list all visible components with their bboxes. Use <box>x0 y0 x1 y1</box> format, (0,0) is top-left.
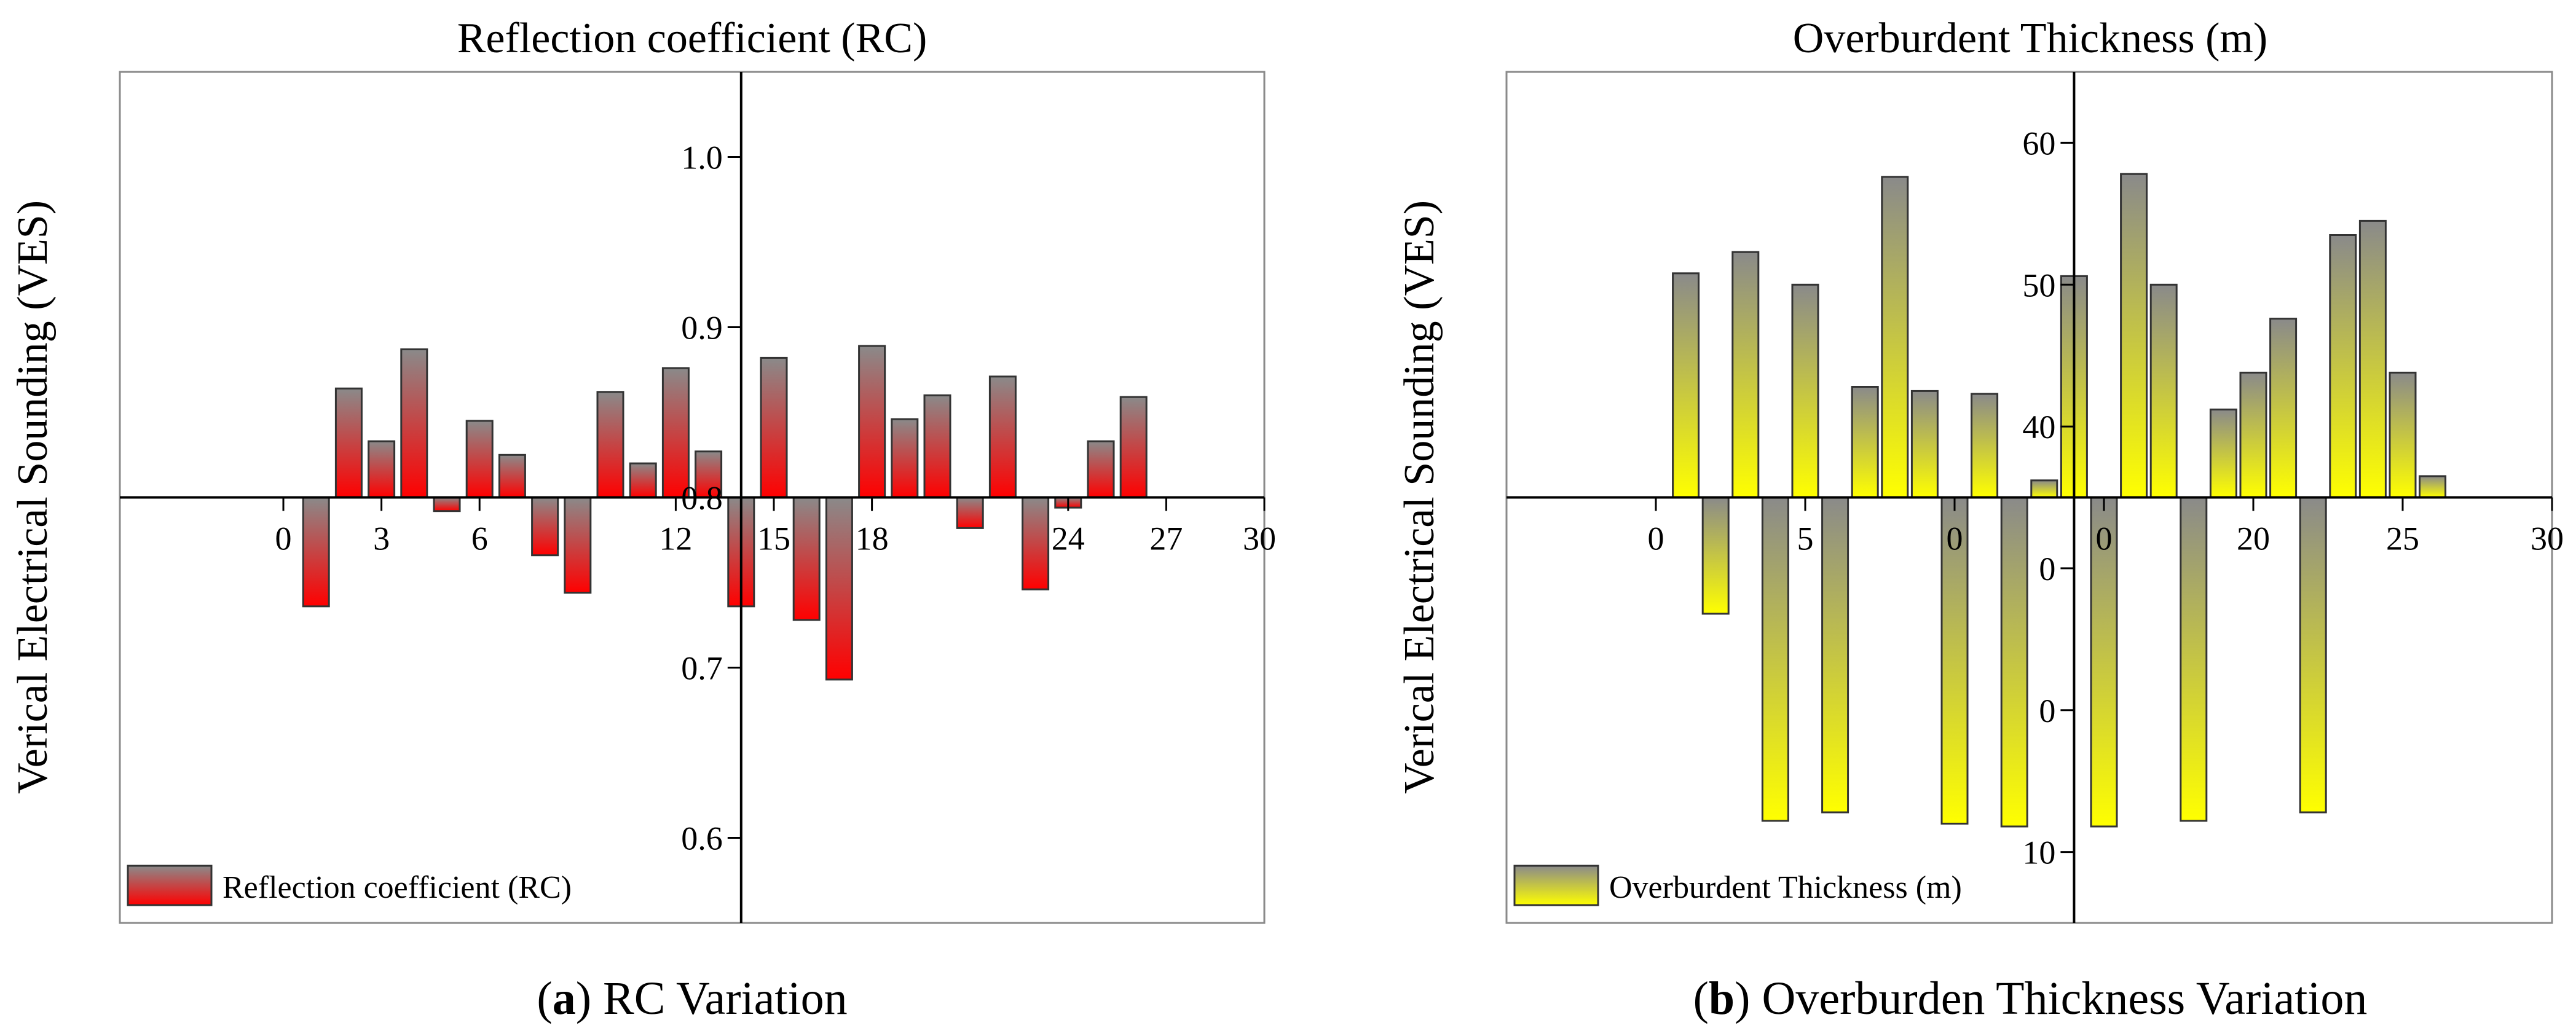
x-tick-label: 20 <box>2237 520 2270 557</box>
bar <box>792 496 821 621</box>
caption-b-letter: b <box>1709 973 1735 1024</box>
x-tick-label: 15 <box>757 520 790 557</box>
chart-panel-a: Reflection coefficient (RC) Verical Elec… <box>9 15 1276 924</box>
x-tick-label: 6 <box>471 520 488 557</box>
bar <box>334 387 363 499</box>
bar <box>2180 496 2208 822</box>
legend-label: Reflection coefficient (RC) <box>223 870 572 905</box>
bar <box>2419 475 2447 499</box>
bar <box>2090 496 2118 828</box>
chart-panel-b: Overburdent Thickness (m) Verical Electr… <box>1396 15 2564 924</box>
bar <box>400 348 428 498</box>
y-tick-label: 0.9 <box>681 310 723 347</box>
bar <box>1940 496 1969 825</box>
y-tick-label: 10 <box>2022 834 2055 871</box>
bar <box>2239 371 2267 499</box>
x-tick-label: 0 <box>1947 520 1963 557</box>
bar <box>498 453 526 498</box>
x-tick-label: 18 <box>856 520 889 557</box>
bar <box>2149 283 2178 499</box>
bar <box>1851 386 1879 498</box>
x-tick-label: 0 <box>1648 520 1664 557</box>
y-tick-label: 60 <box>2022 125 2055 162</box>
bar <box>1022 496 1050 591</box>
bar <box>1672 272 1700 498</box>
x-tick-label: 30 <box>2531 520 2564 557</box>
x-tick-label: 24 <box>1052 520 1085 557</box>
legend-swatch <box>127 865 213 906</box>
bar <box>564 496 592 594</box>
bar <box>596 391 624 498</box>
x-tick-label: 27 <box>1149 520 1183 557</box>
bar <box>302 496 330 608</box>
bar <box>368 440 396 498</box>
x-tick-label: 0 <box>2096 520 2113 557</box>
bar <box>1087 440 1115 498</box>
bar <box>661 367 690 498</box>
bar <box>1701 496 1730 615</box>
x-tick-label: 25 <box>2386 520 2419 557</box>
legend: Overburdent Thickness (m) <box>1513 865 1962 906</box>
bar <box>2209 408 2237 499</box>
bar <box>2030 479 2058 498</box>
bar-series <box>302 345 1148 681</box>
y-tick-label: 50 <box>2022 267 2055 304</box>
caption-a-letter: a <box>553 973 576 1024</box>
legend-swatch <box>1513 865 1599 906</box>
bar <box>2329 234 2357 498</box>
bar <box>2269 318 2298 498</box>
bar <box>1119 396 1148 498</box>
bar <box>956 496 984 529</box>
bar <box>858 345 886 498</box>
chart-title: Reflection coefficient (RC) <box>457 15 928 62</box>
bar <box>1761 496 1789 822</box>
x-tick-label: 3 <box>373 520 390 557</box>
caption-b-text: Overburden Thickness Variation <box>1750 973 2367 1024</box>
y-tick-label: 1.0 <box>681 139 723 176</box>
y-tick-label: 0.7 <box>681 650 723 687</box>
y-tick-label: 0.8 <box>681 480 723 517</box>
caption-a-text: RC Variation <box>591 973 848 1024</box>
y-axis-label: Verical Electrical Sounding (VES) <box>9 200 57 794</box>
y-tick-label: 40 <box>2022 409 2055 445</box>
bar <box>2358 219 2387 498</box>
bar <box>891 418 919 498</box>
caption-b: (b) Overburden Thickness Variation <box>1693 973 2368 1024</box>
y-tick-label: 0 <box>2039 693 2055 729</box>
bar-series <box>1672 173 2447 828</box>
bar <box>1821 496 1849 814</box>
x-tick-label: 0 <box>275 520 292 557</box>
caption-a: (a) RC Variation <box>537 973 847 1024</box>
bar <box>2299 496 2327 814</box>
bar <box>988 375 1017 498</box>
x-tick-label: 5 <box>1797 520 1814 557</box>
bar <box>531 496 559 557</box>
bar <box>629 462 657 498</box>
y-tick-label: 0 <box>2039 551 2055 587</box>
bar <box>2000 496 2028 828</box>
axes: 0 3 6 12 15 18 24 27 30 0.6 0.7 0.8 0.9 1.0 <box>120 72 1276 923</box>
bar <box>760 356 788 499</box>
bar <box>1791 283 1819 499</box>
x-tick-label: 30 <box>1243 520 1276 557</box>
bar <box>1971 393 1999 498</box>
bar <box>433 496 461 512</box>
bar <box>1881 176 1909 498</box>
x-tick-label: 12 <box>659 520 692 557</box>
y-axis-label: Verical Electrical Sounding (VES) <box>1396 200 1443 794</box>
bar <box>825 496 853 681</box>
legend: Reflection coefficient (RC) <box>127 865 572 906</box>
chart-title: Overburdent Thickness (m) <box>1793 15 2267 62</box>
bar <box>2120 173 2148 498</box>
bar <box>2389 371 2417 499</box>
y-tick-label: 0.6 <box>681 820 723 857</box>
bar <box>1910 390 1939 499</box>
bar <box>923 394 951 498</box>
bar <box>1731 251 1760 498</box>
legend-label: Overburdent Thickness (m) <box>1609 870 1962 905</box>
bar <box>465 420 494 499</box>
